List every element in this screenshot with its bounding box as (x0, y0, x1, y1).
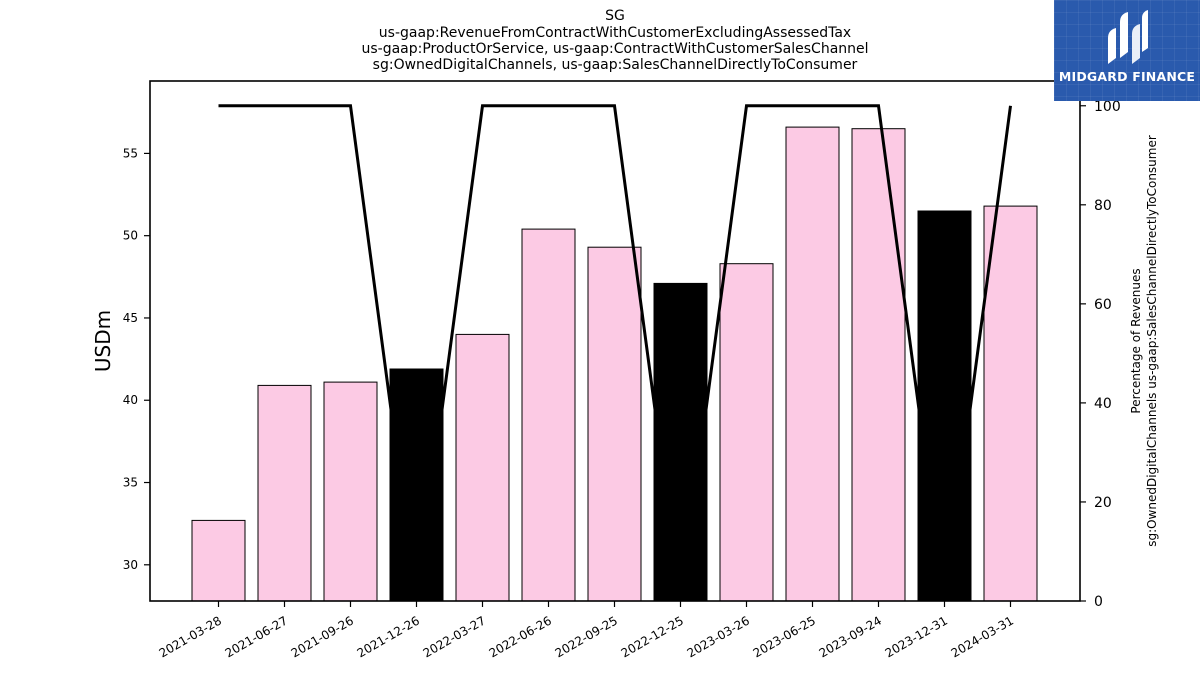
bar-2023-03-26 (719, 263, 774, 602)
right-y-tick-label: 80 (1094, 198, 1112, 214)
chart-title-line-1: SG (605, 8, 625, 24)
right-y-axis-label-line-1: Percentage of Revenues (1129, 268, 1143, 413)
bar-2023-12-31 (917, 210, 972, 602)
right-y-tick-label: 60 (1094, 297, 1112, 313)
x-axis: 2021-03-282021-06-272021-09-262021-12-26… (157, 601, 1016, 660)
right-y-tick-label: 40 (1094, 396, 1112, 412)
bar-2024-03-31 (983, 205, 1038, 602)
bar-2021-12-26 (389, 368, 444, 602)
x-tick-label: 2021-03-28 (157, 613, 224, 660)
chart-title-line-4: sg:OwnedDigitalChannels, us-gaap:SalesCh… (373, 57, 858, 73)
brand-name: MIDGARD FINANCE (1058, 69, 1196, 84)
midgard-logo-icon (1108, 10, 1148, 64)
x-tick-label: 2023-06-25 (751, 613, 818, 660)
bar-2022-09-25 (587, 246, 642, 602)
left-y-axis: 30 35 40 45 50 55 (123, 146, 150, 572)
left-y-tick-label: 30 (123, 558, 138, 572)
x-tick-label: 2023-09-24 (817, 613, 884, 660)
brand-logo: MIDGARD FINANCE (1054, 0, 1200, 101)
x-tick-label: 2022-06-26 (487, 613, 554, 660)
right-y-axis-label-line-2: sg:OwnedDigitalChannels us-gaap:SalesCha… (1145, 135, 1159, 547)
right-y-tick-label: 20 (1094, 495, 1112, 511)
bar-2022-06-26 (521, 228, 576, 602)
left-y-tick-label: 40 (123, 393, 138, 407)
x-tick-label: 2021-06-27 (223, 613, 290, 660)
bar-2021-09-26 (323, 381, 378, 602)
bar-2023-09-24 (851, 128, 906, 602)
x-tick-label: 2022-03-27 (421, 613, 488, 660)
chart-title-line-2: us-gaap:RevenueFromContractWithCustomerE… (379, 25, 851, 41)
bar-series (191, 126, 1038, 602)
bar-2021-06-27 (257, 384, 312, 602)
x-tick-label: 2022-12-25 (619, 613, 686, 660)
right-y-tick-label: 0 (1094, 594, 1103, 610)
left-y-tick-label: 50 (123, 229, 138, 243)
bar-2022-12-25 (653, 282, 708, 602)
bar-2021-03-28 (191, 519, 246, 602)
left-y-axis-label: USDm (91, 310, 115, 372)
x-tick-label: 2021-12-26 (355, 613, 422, 660)
x-tick-label: 2021-09-26 (289, 613, 356, 660)
left-y-tick-label: 55 (123, 146, 138, 160)
right-y-tick-label: 100 (1094, 99, 1121, 115)
bar-2023-06-25 (785, 126, 840, 602)
x-tick-label: 2023-03-26 (685, 613, 752, 660)
x-tick-label: 2022-09-25 (553, 613, 620, 660)
right-y-axis: 0 20 40 60 80 100 (1080, 99, 1121, 610)
left-y-tick-label: 45 (123, 311, 138, 325)
chart-title: SG us-gaap:RevenueFromContractWithCustom… (361, 8, 868, 73)
chart-title-line-3: us-gaap:ProductOrService, us-gaap:Contra… (361, 41, 868, 57)
x-tick-label: 2023-12-31 (883, 613, 950, 660)
left-y-tick-label: 35 (123, 476, 138, 490)
bar-2022-03-27 (455, 333, 510, 602)
x-tick-label: 2024-03-31 (949, 613, 1016, 660)
